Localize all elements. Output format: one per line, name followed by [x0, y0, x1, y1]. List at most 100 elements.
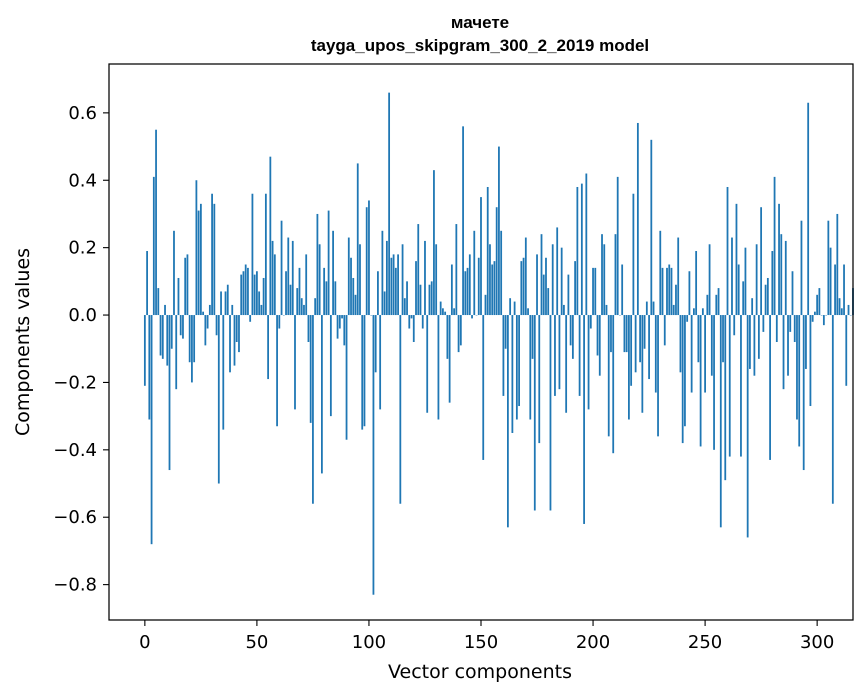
- bar: [195, 180, 198, 316]
- chart-subtitle: tayga_upos_skipgram_300_2_2019 model: [311, 36, 649, 55]
- bar: [354, 294, 357, 316]
- bar: [347, 237, 350, 316]
- bar: [784, 240, 787, 316]
- bar: [587, 315, 590, 410]
- bar: [442, 308, 444, 316]
- bar: [621, 264, 624, 316]
- bar: [388, 92, 391, 316]
- y-tick-label: −0.6: [53, 507, 97, 528]
- bar: [294, 315, 296, 410]
- bar: [639, 315, 641, 363]
- bar: [359, 244, 361, 316]
- bar: [733, 315, 736, 336]
- bar: [567, 274, 570, 316]
- bar: [401, 244, 404, 316]
- bar: [778, 203, 780, 316]
- bar: [188, 315, 191, 363]
- bar: [672, 304, 675, 316]
- bar: [654, 315, 657, 393]
- bar: [576, 186, 579, 316]
- bar: [679, 315, 682, 373]
- bar: [755, 244, 758, 316]
- bar: [256, 271, 258, 316]
- bar: [238, 315, 240, 353]
- bar: [504, 315, 507, 349]
- bar: [746, 315, 749, 538]
- bar: [204, 315, 207, 346]
- bar: [271, 240, 274, 316]
- bar: [258, 291, 261, 316]
- bar: [159, 315, 162, 356]
- bar: [168, 315, 171, 471]
- bar: [462, 126, 464, 316]
- bar: [648, 315, 650, 380]
- bar: [446, 315, 449, 359]
- y-tick-label: 0.6: [68, 103, 97, 124]
- bar: [480, 197, 482, 316]
- bar: [502, 315, 505, 396]
- bar: [240, 274, 243, 316]
- bar: [536, 254, 538, 316]
- bar: [455, 224, 458, 316]
- bar: [166, 315, 169, 366]
- bar: [791, 271, 794, 316]
- bar: [260, 304, 263, 316]
- bar: [818, 288, 821, 316]
- bar: [610, 315, 612, 353]
- bar: [231, 304, 234, 316]
- bar: [603, 244, 606, 316]
- x-tick-label: 0: [139, 632, 150, 653]
- bar: [538, 315, 541, 444]
- bar: [670, 267, 673, 316]
- bar: [764, 284, 767, 316]
- x-tick-label: 50: [245, 632, 268, 653]
- bar: [796, 315, 798, 420]
- bar: [625, 315, 628, 353]
- bar: [735, 203, 738, 316]
- bar: [545, 257, 547, 316]
- bar: [657, 315, 659, 437]
- bar: [531, 315, 534, 359]
- bar: [186, 254, 189, 316]
- bar: [771, 251, 774, 316]
- bar: [695, 251, 698, 316]
- bar: [175, 315, 178, 390]
- bar: [177, 277, 180, 316]
- bar: [780, 234, 783, 316]
- y-tick-label: −0.4: [53, 440, 97, 461]
- bar: [381, 230, 384, 316]
- x-tick-label: 100: [352, 632, 386, 653]
- bar: [471, 315, 473, 319]
- bar: [269, 156, 272, 316]
- y-axis-label: Components values: [12, 248, 34, 436]
- bar: [630, 315, 633, 386]
- bar: [558, 315, 561, 390]
- bar: [206, 315, 209, 329]
- bar: [439, 301, 442, 316]
- bar: [343, 315, 346, 346]
- bar: [578, 315, 581, 396]
- bar: [215, 315, 218, 336]
- bar: [612, 315, 615, 454]
- bar: [782, 315, 785, 390]
- bar: [336, 315, 339, 339]
- bar: [766, 277, 769, 316]
- bar: [170, 315, 173, 349]
- bar: [585, 173, 588, 316]
- bar: [312, 315, 314, 504]
- bar: [426, 315, 429, 413]
- bar: [769, 315, 771, 460]
- bar: [681, 315, 684, 444]
- bar: [213, 203, 216, 316]
- bar: [372, 315, 375, 595]
- bar: [605, 304, 608, 316]
- bar: [726, 186, 729, 316]
- bar: [444, 311, 447, 316]
- bar: [661, 267, 664, 316]
- bar: [699, 315, 702, 447]
- bar: [491, 264, 494, 316]
- bar: [495, 207, 498, 316]
- bar: [811, 315, 814, 322]
- bar: [229, 315, 231, 373]
- bar: [466, 267, 469, 316]
